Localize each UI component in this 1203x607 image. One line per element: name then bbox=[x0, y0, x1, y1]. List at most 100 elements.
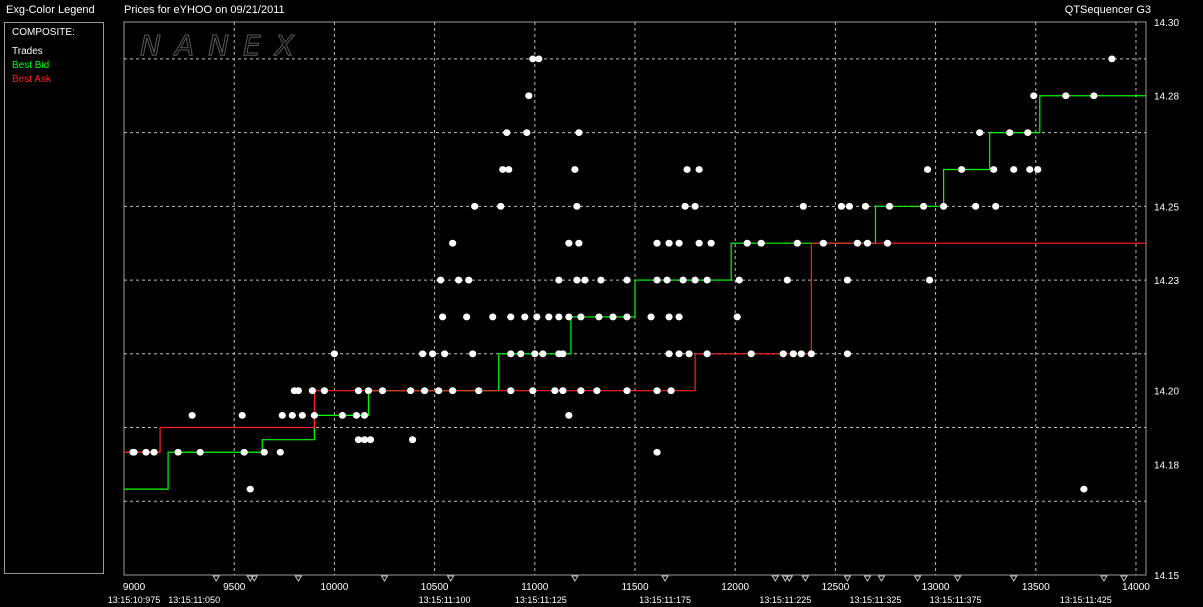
trade-point bbox=[294, 387, 302, 395]
time-marker bbox=[294, 575, 303, 582]
time-label: 13:15:11:375 bbox=[930, 595, 982, 605]
legend-item-best-bid[interactable]: Best Bid bbox=[12, 60, 50, 71]
trade-point bbox=[320, 387, 328, 395]
trade-point bbox=[196, 448, 204, 456]
trade-point bbox=[783, 276, 791, 284]
trade-point bbox=[861, 202, 870, 210]
legend-panel: COMPOSITE: Trades Best Bid Best Ask bbox=[4, 22, 104, 574]
trade-point bbox=[418, 350, 427, 358]
trade-point bbox=[523, 129, 531, 137]
trade-point bbox=[653, 239, 661, 247]
trade-point bbox=[665, 239, 673, 247]
trade-point bbox=[843, 276, 852, 284]
trade-point bbox=[747, 350, 755, 358]
trade-point bbox=[843, 350, 852, 358]
trade-point bbox=[653, 276, 661, 284]
time-marker bbox=[1100, 575, 1108, 582]
time-marker bbox=[570, 575, 579, 582]
trade-point bbox=[555, 313, 563, 321]
trade-point bbox=[797, 350, 805, 358]
trade-point bbox=[1034, 166, 1042, 173]
trade-point bbox=[707, 239, 715, 247]
chart-title: Prices for eYHOO on 09/21/2011 bbox=[124, 4, 285, 16]
trade-point bbox=[799, 202, 807, 210]
x-tick-label: 9500 bbox=[223, 582, 246, 593]
trade-point bbox=[665, 350, 673, 358]
trade-point bbox=[623, 313, 631, 321]
time-label: 13:15:11:225 bbox=[759, 595, 811, 605]
x-tick-label: 11500 bbox=[621, 582, 649, 593]
trade-point bbox=[378, 387, 387, 395]
trade-point bbox=[298, 411, 306, 419]
time-axis: 13:15:10:975 13:15:11:050 13:15:11:100 13:1… bbox=[108, 595, 1112, 605]
y-tick-label: 14.20 bbox=[1154, 387, 1179, 398]
time-marker bbox=[843, 575, 852, 582]
time-marker bbox=[771, 575, 780, 582]
legend-item-best-ask[interactable]: Best Ask bbox=[12, 74, 51, 85]
trade-point bbox=[925, 276, 934, 284]
trade-point bbox=[1030, 92, 1038, 100]
trade-point bbox=[507, 313, 515, 321]
trade-point bbox=[695, 166, 703, 173]
trade-point bbox=[819, 239, 827, 247]
trade-point bbox=[308, 387, 316, 395]
trade-point bbox=[449, 387, 457, 395]
trade-point bbox=[1108, 55, 1116, 63]
x-tick-label: 12500 bbox=[821, 582, 849, 593]
trade-point bbox=[597, 276, 605, 284]
trade-point bbox=[288, 411, 296, 419]
trade-point bbox=[463, 313, 471, 321]
trade-point bbox=[471, 202, 479, 210]
trade-point bbox=[354, 436, 363, 444]
legend-item-trades[interactable]: Trades bbox=[12, 46, 43, 57]
time-marker bbox=[246, 575, 255, 582]
trade-point bbox=[505, 166, 513, 173]
time-label: 13:15:11:050 bbox=[168, 595, 220, 605]
trade-point bbox=[675, 313, 683, 321]
time-marker bbox=[380, 575, 389, 582]
time-label: 13:15:11:125 bbox=[515, 595, 567, 605]
trade-point bbox=[469, 350, 477, 358]
trade-point bbox=[940, 202, 948, 210]
trade-point bbox=[958, 166, 966, 173]
y-tick-label: 14.15 bbox=[1154, 571, 1179, 582]
y-axis: 14.15 14.18 14.20 14.23 14.25 14.28 14.30 bbox=[1154, 18, 1179, 582]
time-marker bbox=[877, 575, 886, 582]
trade-point bbox=[517, 350, 525, 358]
trade-point bbox=[539, 350, 547, 358]
trade-point bbox=[499, 166, 507, 173]
trade-point bbox=[837, 202, 846, 210]
trade-point bbox=[663, 276, 671, 284]
trade-point bbox=[238, 411, 246, 419]
trade-point bbox=[845, 202, 854, 210]
time-markers bbox=[212, 575, 1128, 582]
trade-point bbox=[675, 239, 683, 247]
trade-point bbox=[565, 411, 573, 419]
trade-point bbox=[691, 276, 699, 284]
trade-point bbox=[533, 313, 541, 321]
trade-point bbox=[276, 448, 284, 456]
trade-point bbox=[260, 448, 268, 456]
trade-point bbox=[449, 239, 457, 247]
trade-point bbox=[507, 387, 515, 395]
trade-point bbox=[665, 313, 673, 321]
trade-point bbox=[972, 202, 980, 210]
trade-point bbox=[675, 350, 683, 358]
trade-point bbox=[565, 313, 573, 321]
x-tick-label: 9000 bbox=[123, 582, 146, 593]
trade-point bbox=[581, 276, 589, 284]
trade-point bbox=[142, 448, 150, 456]
trade-point bbox=[679, 276, 687, 284]
trade-point bbox=[575, 239, 583, 247]
trade-point bbox=[529, 387, 537, 395]
trade-point bbox=[489, 313, 497, 321]
trade-point bbox=[507, 350, 515, 358]
trade-point bbox=[1006, 129, 1014, 137]
x-tick-label: 11000 bbox=[521, 582, 549, 593]
time-marker bbox=[801, 575, 810, 582]
trade-point bbox=[364, 387, 373, 395]
trade-point bbox=[1062, 92, 1070, 100]
trade-point bbox=[338, 411, 347, 419]
x-tick-label: 10500 bbox=[421, 582, 449, 593]
